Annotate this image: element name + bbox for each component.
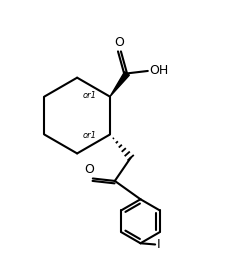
Text: or1: or1 [83,131,97,140]
Text: O: O [114,36,124,49]
Text: OH: OH [149,64,168,77]
Text: O: O [84,163,94,176]
Text: or1: or1 [83,91,97,100]
Text: I: I [156,238,160,251]
Polygon shape [110,72,129,96]
